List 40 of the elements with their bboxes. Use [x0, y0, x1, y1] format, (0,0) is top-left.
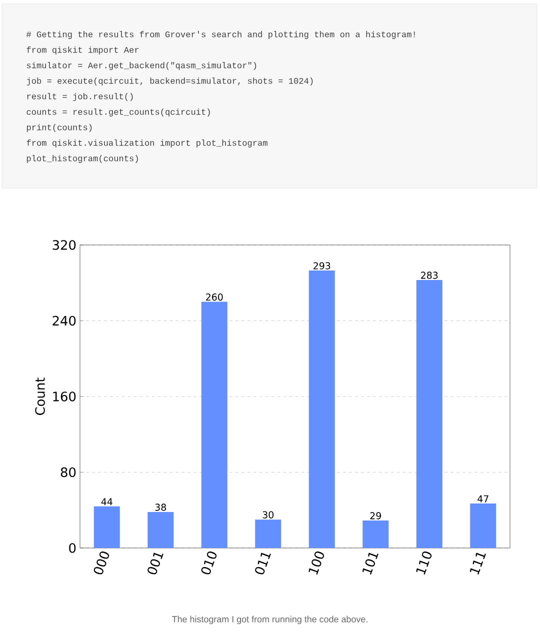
data-label: 260: [206, 293, 223, 301]
text: from qiskit.visualization import plot_histogram: [26, 140, 268, 148]
x-tick-label: 000: [94, 552, 110, 574]
y-tick-label: 240: [52, 316, 76, 326]
text: simulator = Aer.get_backend("qasm_simulator"): [26, 62, 256, 70]
bar: [255, 520, 282, 548]
text: result = job.result(): [27, 93, 133, 101]
data-label: 38: [155, 504, 166, 511]
text: The histogram I got from running the code above.: [172, 616, 368, 624]
data-label: 30: [262, 511, 274, 518]
x-tick-label: 110: [416, 552, 432, 575]
data-label: 283: [421, 272, 438, 279]
bar: [201, 302, 228, 548]
bar: [148, 512, 174, 548]
y-tick-label: 320: [52, 240, 76, 250]
text: print(counts): [26, 124, 92, 132]
text: counts = result.get_counts(qcircuit): [26, 108, 210, 116]
y-axis-title: Count: [35, 378, 45, 415]
bar: [362, 520, 389, 548]
bar: [470, 503, 496, 548]
data-label: 44: [101, 498, 112, 506]
text: # Getting the results from Grover's search and plotting them on a histogram!: [26, 31, 415, 39]
text: from qiskit import Aer: [26, 46, 139, 54]
bar: [308, 270, 335, 548]
y-tick-label: 0: [69, 543, 76, 553]
bar: [94, 506, 120, 548]
x-tick-label: 101: [362, 552, 378, 575]
x-tick-label: 100: [308, 552, 324, 575]
text: plot_histogram(counts): [26, 155, 138, 163]
bar: [416, 280, 442, 548]
x-tick-label: 001: [148, 552, 164, 574]
x-tick-label: 011: [255, 552, 271, 574]
y-tick-label: 80: [60, 467, 76, 478]
data-label: 47: [478, 495, 488, 502]
data-label: 293: [314, 262, 330, 270]
x-tick-label: 010: [201, 552, 217, 574]
data-label: 29: [370, 512, 381, 520]
x-tick-label: 111: [470, 552, 486, 575]
y-tick-label: 160: [53, 392, 76, 402]
text: job = execute(qcircuit, backend=simulator, shots = 1024): [26, 78, 313, 86]
